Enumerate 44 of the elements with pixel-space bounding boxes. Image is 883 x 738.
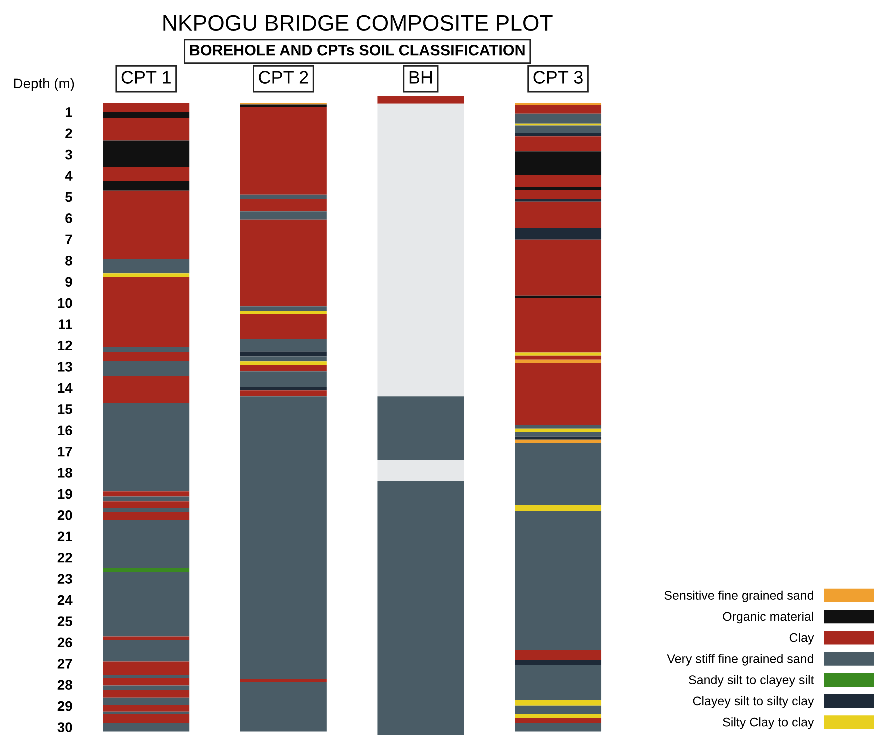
y-tick-label: 21 (58, 532, 72, 542)
chart-subtitle: BOREHOLE AND CPTs SOIL CLASSIFICATION (190, 44, 525, 56)
y-tick-label: 20 (58, 510, 72, 520)
y-tick-label: 16 (58, 426, 72, 436)
chart-title: NKPOGU BRIDGE COMPOSITE PLOT (164, 15, 553, 32)
legend-label: Sandy silt to clayey silt (689, 675, 814, 687)
y-tick-label: 29 (58, 701, 72, 712)
legend-label: Silty Clay to clay (723, 718, 814, 730)
y-tick-label: 9 (66, 277, 72, 288)
y-tick-label: 26 (58, 638, 72, 648)
y-tick-label: 7 (66, 234, 72, 244)
legend-label: Clayey silt to silty clay (693, 696, 814, 708)
y-tick-label: 10 (58, 298, 72, 308)
y-tick-label: 1 (66, 108, 72, 118)
y-tick-label: 23 (58, 574, 72, 584)
y-tick-label: 28 (58, 680, 72, 690)
y-tick-label: 4 (65, 171, 73, 181)
y-tick-label: 12 (58, 340, 72, 351)
x-tick-label: CPT 1 (122, 71, 171, 84)
y-tick-label: 14 (58, 383, 73, 393)
y-tick-label: 3 (65, 150, 72, 160)
x-tick-label: BH (410, 71, 432, 84)
y-tick-label: 5 (66, 192, 72, 202)
y-tick-label: 25 (58, 616, 72, 626)
y-tick-label: 27 (58, 659, 72, 669)
y-tick-label: 17 (58, 447, 72, 457)
y-tick-label: 30 (58, 722, 72, 732)
y-axis-title: Depth (m) (14, 78, 74, 92)
y-tick-label: 8 (66, 256, 72, 266)
x-tick-label: CPT 2 (259, 71, 308, 84)
legend-label: Organic material (723, 612, 814, 624)
y-tick-label: 11 (59, 320, 72, 330)
y-tick-label: 13 (58, 362, 72, 372)
x-tick-label: CPT 3 (534, 71, 583, 84)
legend-label: Sensitive fine grained sand (664, 590, 814, 602)
y-tick-label: 22 (58, 552, 72, 563)
y-tick-label: 24 (58, 595, 73, 606)
y-tick-label: 2 (66, 128, 72, 138)
y-tick-label: 6 (66, 214, 72, 224)
legend-label: Very stiff fine grained sand (667, 654, 814, 666)
y-tick-label: 19 (58, 489, 72, 500)
y-tick-label: 18 (58, 468, 72, 478)
legend-label: Clay (790, 633, 814, 645)
y-tick-label: 15 (58, 404, 72, 414)
